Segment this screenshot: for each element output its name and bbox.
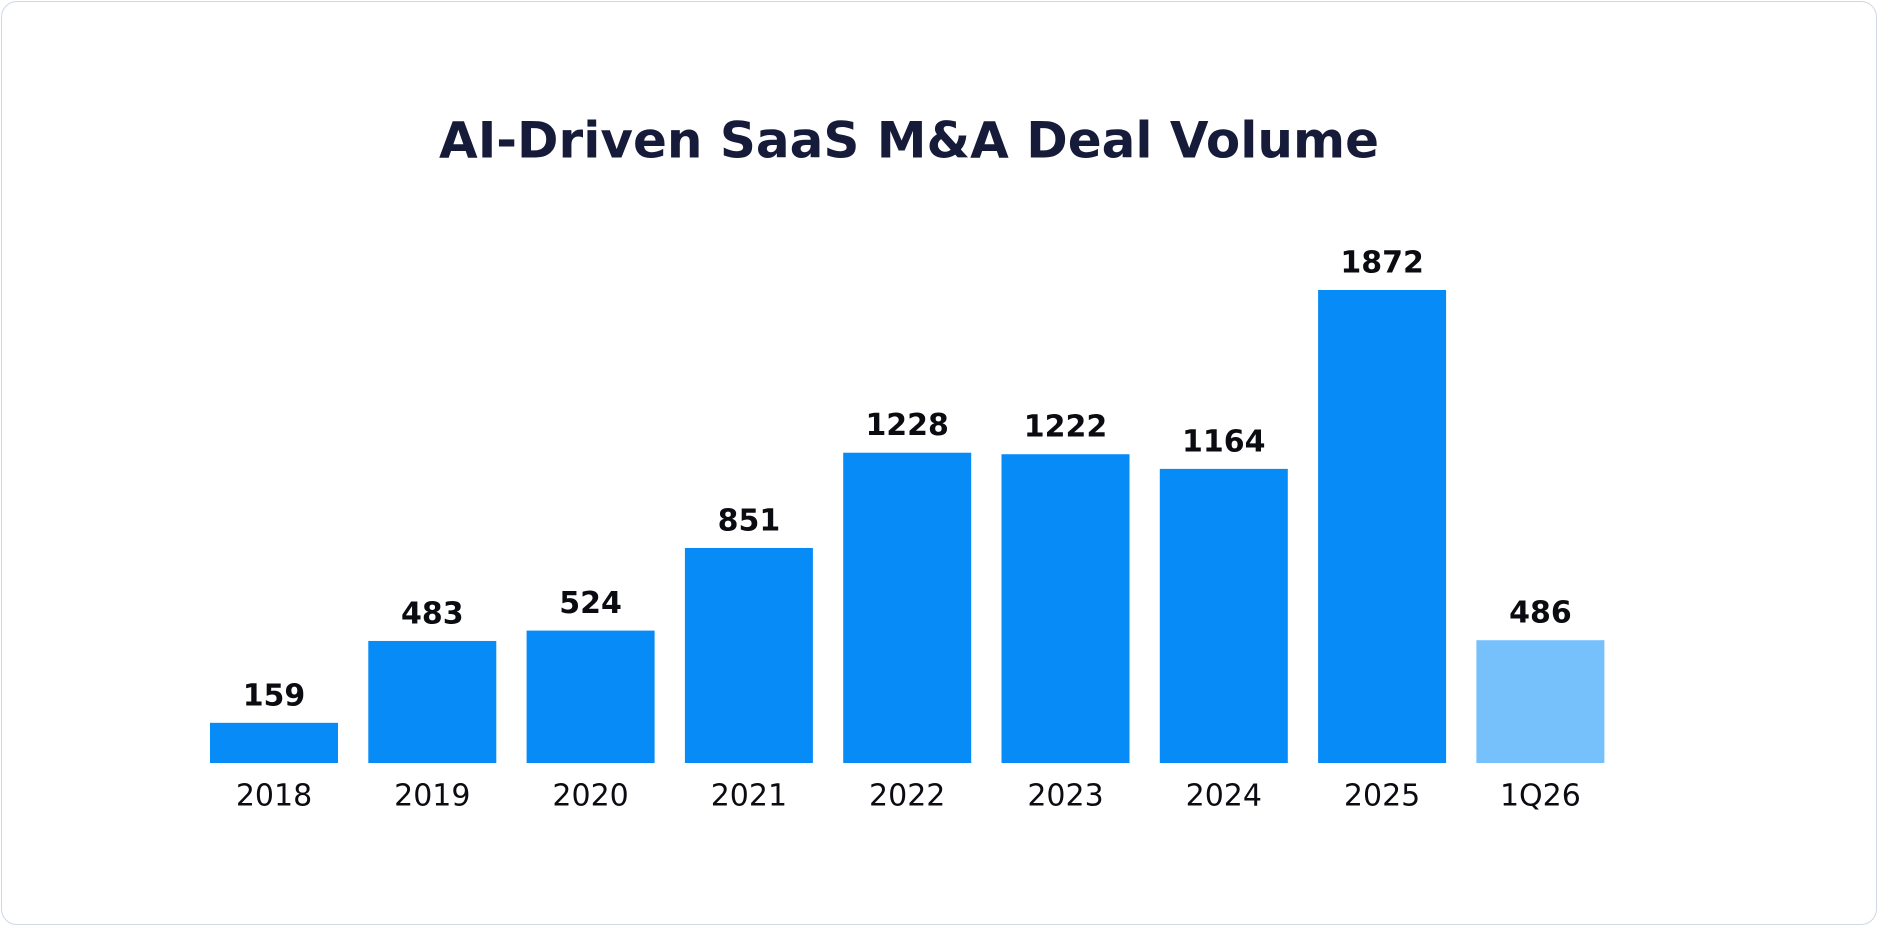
value-label: 159 (243, 678, 306, 713)
x-tick-label: 2020 (552, 779, 628, 814)
value-label: 1872 (1340, 246, 1424, 281)
x-tick-label: 2021 (711, 779, 787, 814)
x-tick-label: 2023 (1027, 779, 1103, 814)
bar (1001, 454, 1130, 763)
bar (1159, 468, 1288, 763)
bar (368, 640, 497, 763)
x-tick-label: 2022 (869, 779, 945, 814)
bar (843, 452, 972, 763)
chart-title: AI-Driven SaaS M&A Deal Volume (439, 112, 1379, 170)
value-label: 1222 (1024, 410, 1108, 445)
x-tick-label: 2019 (394, 779, 470, 814)
value-label: 1164 (1182, 424, 1266, 459)
bar (210, 722, 338, 763)
value-label: 486 (1509, 596, 1572, 631)
bar (526, 630, 655, 763)
value-label: 1228 (865, 408, 949, 443)
bar (1476, 640, 1605, 763)
x-tick-label: 2018 (236, 779, 312, 814)
bar (684, 547, 813, 763)
value-label: 483 (401, 596, 464, 631)
x-tick-label: 2024 (1186, 779, 1262, 814)
x-tick-label: 2025 (1344, 779, 1420, 814)
x-tick-label: 1Q26 (1500, 779, 1581, 814)
bar (1318, 290, 1447, 763)
value-label: 524 (559, 586, 622, 621)
value-label: 851 (718, 503, 781, 538)
